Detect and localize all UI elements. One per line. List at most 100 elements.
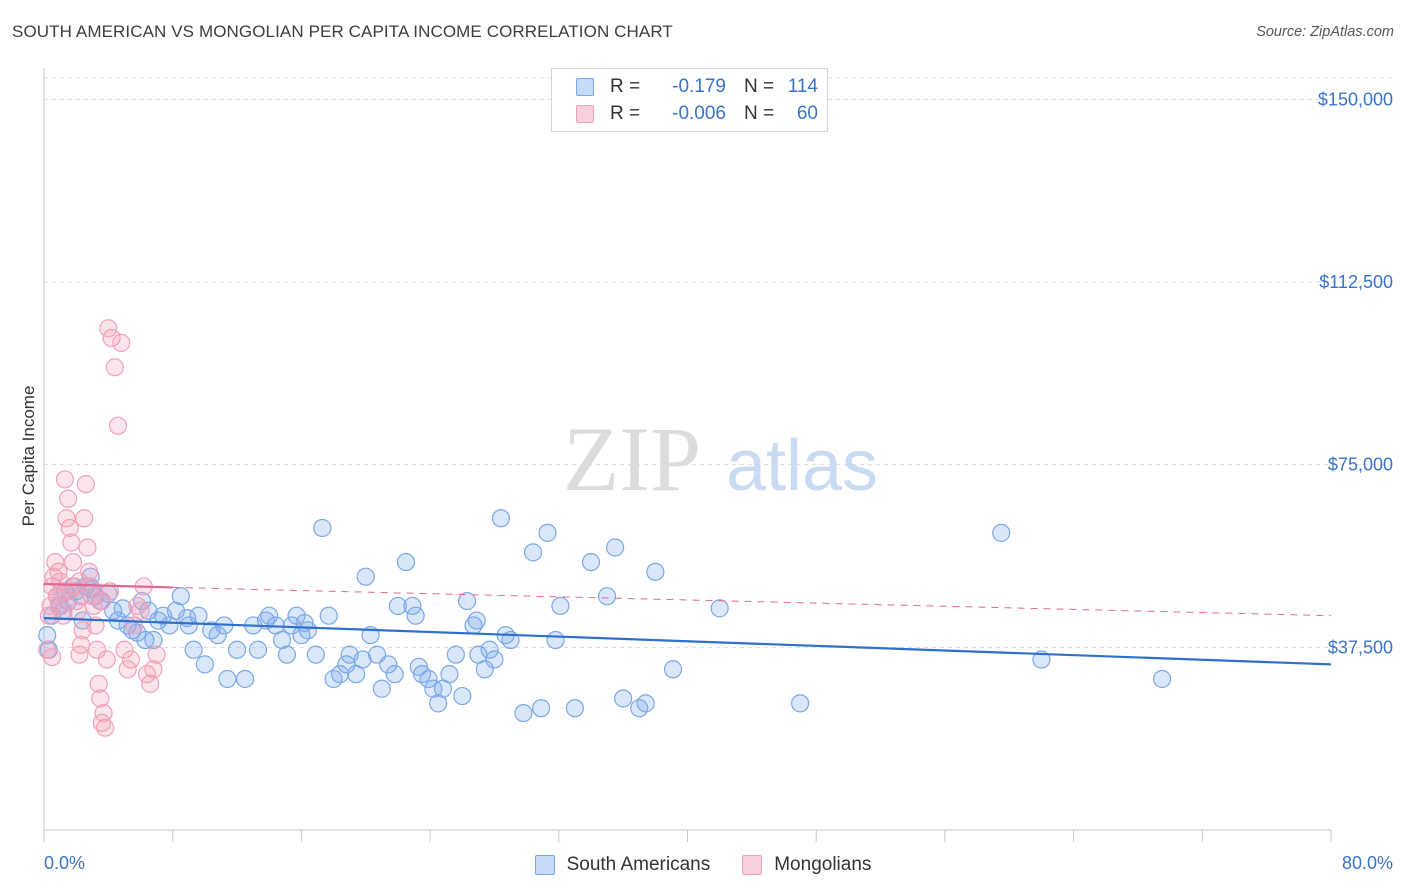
data-point-mongolians <box>100 582 120 601</box>
data-point-south-americans <box>403 596 422 616</box>
legend-r-label: R = <box>610 103 641 124</box>
data-point-south-americans <box>372 679 391 698</box>
data-point-south-americans <box>218 669 237 689</box>
y-tick-label: $150,000 <box>1318 89 1393 109</box>
legend: R = -0.179 N = 114 R = -0.006 N = 60 <box>551 68 828 132</box>
data-point-mongolians <box>60 518 79 538</box>
data-point-south-americans <box>458 591 477 611</box>
data-point-south-americans <box>38 626 57 645</box>
data-point-south-americans <box>581 552 601 572</box>
data-point-mongolians <box>87 640 107 659</box>
data-point-south-americans <box>480 640 499 659</box>
data-point-mongolians <box>141 674 160 693</box>
data-point-mongolians <box>60 582 79 601</box>
data-point-mongolians <box>62 533 81 552</box>
data-point-south-americans <box>453 686 472 706</box>
watermark: ZIP atlas <box>563 408 878 510</box>
data-point-south-americans <box>565 699 584 718</box>
data-point-south-americans <box>166 601 186 620</box>
watermark-zip: ZIP <box>563 408 701 510</box>
data-point-south-americans <box>256 611 276 630</box>
data-point-south-americans <box>319 606 338 625</box>
x-tick-label: 80.0% <box>1342 853 1393 873</box>
y-axis-label: Per Capita Income <box>19 386 38 527</box>
data-point-mongolians <box>121 650 140 669</box>
bottom-legend-south-americans[interactable]: South Americans <box>534 854 710 876</box>
y-tick-labels: $37,500 $75,000 $112,500 $150,000 <box>1318 89 1393 657</box>
data-point-mongolians <box>108 416 128 435</box>
bottom-legend-mongolians[interactable]: Mongolians <box>742 854 871 876</box>
data-point-south-americans <box>440 665 459 684</box>
bottom-legend-swatch-south-americans <box>534 855 555 875</box>
data-point-mongolians <box>91 689 110 708</box>
data-point-south-americans <box>646 562 665 581</box>
data-point-mongolians <box>75 509 94 528</box>
data-point-south-americans <box>248 640 268 659</box>
chart-title: SOUTH AMERICAN VS MONGOLIAN PER CAPITA I… <box>12 22 673 41</box>
series-mongolians <box>38 319 166 737</box>
data-point-south-americans <box>446 645 465 664</box>
legend-row-mongolians: R = -0.006 N = 60 <box>576 102 818 126</box>
data-point-south-americans <box>313 518 332 538</box>
data-point-mongolians <box>147 645 166 664</box>
legend-swatch-south-americans <box>576 78 594 96</box>
y-tick-label: $37,500 <box>1328 637 1393 657</box>
data-point-south-americans <box>606 538 625 557</box>
data-point-mongolians <box>112 333 131 353</box>
data-point-mongolians <box>49 596 68 616</box>
data-point-south-americans <box>184 640 203 659</box>
data-point-south-americans <box>179 616 198 635</box>
trend-line-south-americans <box>43 617 1332 666</box>
data-point-mongolians <box>79 562 99 581</box>
data-point-south-americans <box>208 626 227 645</box>
data-point-mongolians <box>94 703 113 723</box>
data-point-mongolians <box>76 475 95 494</box>
x-tick-labels: 0.0% 80.0% <box>44 853 1393 873</box>
data-point-south-americans <box>277 645 297 664</box>
data-point-south-americans <box>523 543 543 562</box>
data-point-south-americans <box>396 552 416 572</box>
data-point-south-americans <box>113 599 132 618</box>
trend-line-mongolians-extension <box>172 586 1332 617</box>
data-point-south-americans <box>306 645 325 664</box>
data-point-mongolians <box>96 718 115 737</box>
data-point-south-americans <box>419 669 438 689</box>
trend-line-mongolians <box>43 582 173 589</box>
data-point-south-americans <box>330 665 350 684</box>
bottom-legend-label-mongolians: Mongolians <box>774 854 872 875</box>
data-point-south-americans <box>491 509 510 528</box>
data-point-south-americans <box>356 567 375 586</box>
legend-n-label: N = <box>744 76 775 97</box>
data-point-mongolians <box>42 647 62 667</box>
data-point-south-americans <box>260 606 279 625</box>
legend-r-value: -0.179 <box>672 76 726 97</box>
data-point-south-americans <box>485 650 504 669</box>
data-point-south-americans <box>1152 669 1172 689</box>
series-south-americans <box>38 509 1172 723</box>
data-point-mongolians <box>57 509 76 528</box>
y-axis-label-group: Per Capita Income <box>19 386 38 527</box>
data-point-mongolians <box>59 489 78 508</box>
data-point-mongolians <box>55 470 75 489</box>
data-point-mongolians <box>97 650 116 669</box>
data-point-mongolians <box>115 640 134 659</box>
legend-n-label: N = <box>744 103 775 124</box>
bottom-legend: South Americans Mongolians <box>0 852 1406 878</box>
data-point-mongolians <box>68 601 87 620</box>
data-point-south-americans <box>424 679 443 698</box>
data-point-mongolians <box>70 572 89 591</box>
axes <box>43 68 1332 842</box>
data-point-south-americans <box>597 587 617 606</box>
data-point-south-americans <box>227 640 247 659</box>
legend-n-value: 60 <box>796 103 818 124</box>
legend-row-south-americans: R = -0.179 N = 114 <box>576 75 818 99</box>
data-point-south-americans <box>272 630 292 650</box>
data-point-south-americans <box>295 613 314 633</box>
data-point-south-americans <box>614 689 633 708</box>
data-point-south-americans <box>636 694 655 713</box>
data-point-mongolians <box>105 358 124 377</box>
data-point-south-americans <box>467 611 486 630</box>
legend-n-value: 114 <box>787 76 818 97</box>
grid-lines <box>44 77 1392 648</box>
data-point-mongolians <box>89 674 108 693</box>
